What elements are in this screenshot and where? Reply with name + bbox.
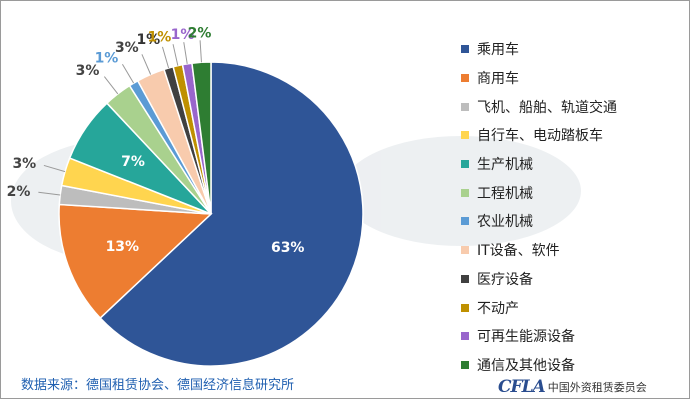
legend-label-8: IT设备、软件 [477,243,560,260]
leader-line-10 [172,44,179,66]
legend-swatch-4 [461,131,469,140]
legend-item-7: 农业机械 [461,207,681,236]
legend-label-3: 飞机、船舶、轨道交通 [477,99,617,116]
leader-line-4 [43,164,66,173]
data-label-12: 2% [188,25,212,41]
pie-slice-2 [58,203,213,320]
data-label-7: 1% [95,50,119,66]
legend-item-6: 工程机械 [461,178,681,207]
leader-line-3 [38,191,61,196]
leader-line-6 [103,76,119,95]
data-labels: 63%13%2%3% 7%3%1%3%1%1% 1%2% [7,25,305,256]
data-label-1: 63% [271,240,305,256]
cfla-logo-text: 中国外资租赁委员会 [547,381,647,394]
legend-label-5: 生产机械 [477,157,533,174]
leader-lines [38,40,202,196]
cfla-logo: CFLA 中国外资租赁委员会 [498,377,647,397]
data-label-6: 3% [76,63,100,79]
leader-line-11 [183,42,188,64]
legend-label-1: 乘用车 [477,42,519,59]
legend-swatch-7 [461,217,469,226]
leader-line-9 [161,46,170,69]
data-label-2: 13% [106,239,140,255]
legend-label-2: 商用车 [477,71,519,88]
legend-item-12: 通信及其他设备 [461,351,681,380]
legend-item-9: 医疗设备 [461,265,681,294]
pie-slices [58,61,364,367]
legend-swatch-10 [461,303,469,312]
data-label-8: 3% [115,40,139,56]
legend-item-10: 不动产 [461,293,681,322]
legend-label-4: 自行车、电动踏板车 [477,128,603,145]
data-label-10: 1% [148,29,172,45]
legend-item-8: IT设备、软件 [461,236,681,265]
legend-item-4: 自行车、电动踏板车 [461,121,681,150]
legend-swatch-9 [461,274,469,283]
data-label-9: 1% [136,32,160,48]
data-label-5: 7% [121,154,145,170]
legend-swatch-2 [461,74,469,83]
legend-swatch-8 [461,246,469,255]
legend-item-11: 可再生能源设备 [461,322,681,351]
legend-label-10: 不动产 [477,300,519,317]
legend-item-2: 商用车 [461,64,681,93]
legend-swatch-5 [461,160,469,169]
data-label-4: 3% [12,156,36,172]
cfla-logo-mark: CFLA [498,377,546,397]
legend-swatch-12 [461,360,469,369]
legend-item-5: 生产机械 [461,150,681,179]
data-label-11: 1% [171,27,195,43]
pie-slice-1 [99,61,364,367]
legend-item-3: 飞机、船舶、轨道交通 [461,92,681,121]
legend-label-12: 通信及其他设备 [477,357,575,374]
legend-item-1: 乘用车 [461,35,681,64]
leader-line-12 [199,40,202,63]
legend-swatch-11 [461,332,469,341]
legend-label-7: 农业机械 [477,214,533,231]
legend-swatch-1 [461,45,469,54]
data-source-note: 数据来源：德国租赁协会、德国经济信息研究所 [21,378,295,393]
legend-swatch-3 [461,102,469,111]
leader-line-8 [141,54,152,75]
legend-label-11: 可再生能源设备 [477,329,575,346]
legend: 乘用车商用车飞机、船舶、轨道交通 自行车、电动踏板车 生产机械工程机械农业机械 IT设… [461,35,681,379]
legend-label-9: 医疗设备 [477,271,533,288]
legend-label-6: 工程机械 [477,185,533,202]
leader-line-7 [121,63,135,84]
data-label-3: 2% [7,184,31,200]
legend-swatch-6 [461,188,469,197]
